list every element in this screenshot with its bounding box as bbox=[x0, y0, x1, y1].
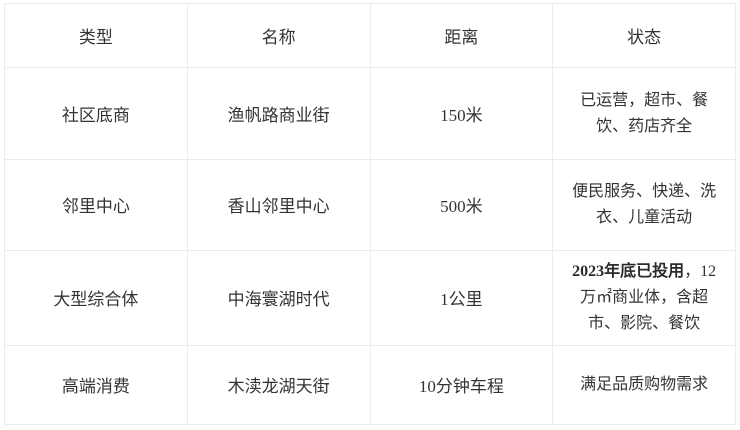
cell-status: 便民服务、快递、洗衣、儿童活动 bbox=[552, 159, 736, 251]
commerce-facilities-table: 类型 名称 距离 状态 社区底商 渔帆路商业街 150米 已运营，超市、餐饮、药… bbox=[4, 3, 736, 426]
header-cell-type: 类型 bbox=[4, 3, 188, 68]
status-text: ，12万㎡商业体，含超市、影院、餐饮 bbox=[580, 262, 717, 332]
cell-type: 高端消费 bbox=[4, 344, 188, 426]
table-row: 高端消费 木渎龙湖天街 10分钟车程 满足品质购物需求 bbox=[4, 344, 736, 426]
status-text: 满足品质购物需求 bbox=[580, 375, 709, 393]
cell-status: 满足品质购物需求 bbox=[552, 344, 736, 426]
header-cell-distance: 距离 bbox=[369, 3, 554, 68]
cell-distance: 10分钟车程 bbox=[369, 344, 554, 426]
cell-type: 邻里中心 bbox=[4, 159, 188, 251]
table-row: 社区底商 渔帆路商业街 150米 已运营，超市、餐饮、药店齐全 bbox=[4, 66, 736, 161]
table-row: 大型综合体 中海寰湖时代 1公里 2023年底已投用，12万㎡商业体，含超市、影… bbox=[4, 249, 736, 346]
cell-status: 已运营，超市、餐饮、药店齐全 bbox=[552, 66, 736, 161]
table-header-row: 类型 名称 距离 状态 bbox=[4, 3, 736, 68]
status-bold-text: 2023年底已投用 bbox=[572, 262, 685, 280]
cell-name: 香山邻里中心 bbox=[186, 159, 371, 251]
commerce-facilities-table-container: 类型 名称 距离 状态 社区底商 渔帆路商业街 150米 已运营，超市、餐饮、药… bbox=[4, 3, 736, 426]
cell-name: 木渎龙湖天街 bbox=[186, 344, 371, 426]
cell-name: 渔帆路商业街 bbox=[186, 66, 371, 161]
cell-name: 中海寰湖时代 bbox=[186, 249, 371, 346]
header-cell-name: 名称 bbox=[186, 3, 371, 68]
status-text: 便民服务、快递、洗衣、儿童活动 bbox=[572, 182, 717, 226]
cell-distance: 1公里 bbox=[369, 249, 554, 346]
cell-distance: 150米 bbox=[369, 66, 554, 161]
table-row: 邻里中心 香山邻里中心 500米 便民服务、快递、洗衣、儿童活动 bbox=[4, 159, 736, 251]
status-text: 已运营，超市、餐饮、药店齐全 bbox=[580, 91, 709, 135]
cell-type: 社区底商 bbox=[4, 66, 188, 161]
cell-type: 大型综合体 bbox=[4, 249, 188, 346]
header-cell-status: 状态 bbox=[552, 3, 736, 68]
cell-status: 2023年底已投用，12万㎡商业体，含超市、影院、餐饮 bbox=[552, 249, 736, 346]
cell-distance: 500米 bbox=[369, 159, 554, 251]
